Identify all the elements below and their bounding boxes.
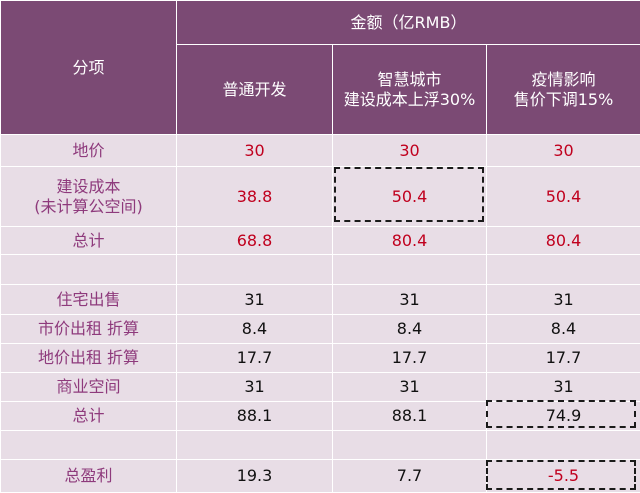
item-header-cell: 分项	[1, 1, 177, 135]
spacer-row	[1, 255, 640, 285]
value-cell: 31	[333, 373, 487, 402]
column-header-line2: 售价下调15%	[514, 90, 614, 109]
value-cell: 17.7	[487, 344, 640, 373]
value-cell: 30	[333, 135, 487, 167]
header-row-1: 分项 金额（亿RMB）	[1, 1, 640, 45]
empty-cell	[333, 431, 487, 460]
value-cell: 50.4	[333, 167, 487, 227]
table-row: 总计 88.1 88.1 74.9	[1, 402, 640, 431]
value-cell: 17.7	[333, 344, 487, 373]
value-cell: 31	[333, 285, 487, 315]
row-label: 总计	[1, 402, 177, 431]
value-cell: 31	[177, 285, 333, 315]
value-cell: 38.8	[177, 167, 333, 227]
value-cell: 31	[177, 373, 333, 402]
column-header-smart-city: 智慧城市 建设成本上浮30%	[333, 45, 487, 135]
value-cell: 88.1	[177, 402, 333, 431]
empty-cell	[177, 431, 333, 460]
empty-cell	[1, 255, 177, 285]
value-cell: 68.8	[177, 227, 333, 255]
row-label: 市价出租 折算	[1, 315, 177, 344]
amount-header-title: 金额（亿RMB）	[351, 13, 467, 32]
empty-cell	[177, 255, 333, 285]
value-cell: 31	[487, 373, 640, 402]
value-cell: 74.9	[487, 402, 640, 431]
amount-header-cell: 金额（亿RMB）	[177, 1, 640, 45]
table-row: 市价出租 折算 8.4 8.4 8.4	[1, 315, 640, 344]
value-cell: 30	[487, 135, 640, 167]
column-header-line1: 疫情影响	[531, 70, 595, 89]
value-cell: 7.7	[333, 460, 487, 493]
column-header-normal: 普通开发	[177, 45, 333, 135]
empty-cell	[1, 431, 177, 460]
row-label: 住宅出售	[1, 285, 177, 315]
row-label: 总盈利	[1, 460, 177, 493]
value-cell: 19.3	[177, 460, 333, 493]
table-row: 总计 68.8 80.4 80.4	[1, 227, 640, 255]
value-cell: 31	[487, 285, 640, 315]
value-cell: 8.4	[177, 315, 333, 344]
row-label: 总计	[1, 227, 177, 255]
empty-cell	[333, 255, 487, 285]
row-label: 地价出租 折算	[1, 344, 177, 373]
column-header-line1: 智慧城市	[377, 70, 441, 89]
table-row: 商业空间 31 31 31	[1, 373, 640, 402]
table-row: 地价 30 30 30	[1, 135, 640, 167]
value-cell: 30	[177, 135, 333, 167]
value-cell: 50.4	[487, 167, 640, 227]
value-cell: 8.4	[487, 315, 640, 344]
row-label: 地价	[1, 135, 177, 167]
value-cell: 8.4	[333, 315, 487, 344]
empty-cell	[487, 255, 640, 285]
value-cell: 80.4	[333, 227, 487, 255]
value-cell: 88.1	[333, 402, 487, 431]
value-cell: 17.7	[177, 344, 333, 373]
row-label: 建设成本(未计算公空间)	[1, 167, 177, 227]
table-row: 地价出租 折算 17.7 17.7 17.7	[1, 344, 640, 373]
row-label: 商业空间	[1, 373, 177, 402]
column-header-line2: 建设成本上浮30%	[344, 90, 476, 109]
value-cell: -5.5	[487, 460, 640, 493]
empty-cell	[487, 431, 640, 460]
table-row: 建设成本(未计算公空间) 38.8 50.4 50.4	[1, 167, 640, 227]
spacer-row	[1, 431, 640, 460]
table-row: 住宅出售 31 31 31	[1, 285, 640, 315]
value-cell: 80.4	[487, 227, 640, 255]
column-header-pandemic: 疫情影响 售价下调15%	[487, 45, 640, 135]
table-row: 总盈利 19.3 7.7 -5.5	[1, 460, 640, 493]
column-header-line1: 普通开发	[222, 80, 286, 99]
item-header-label: 分项	[72, 58, 104, 77]
